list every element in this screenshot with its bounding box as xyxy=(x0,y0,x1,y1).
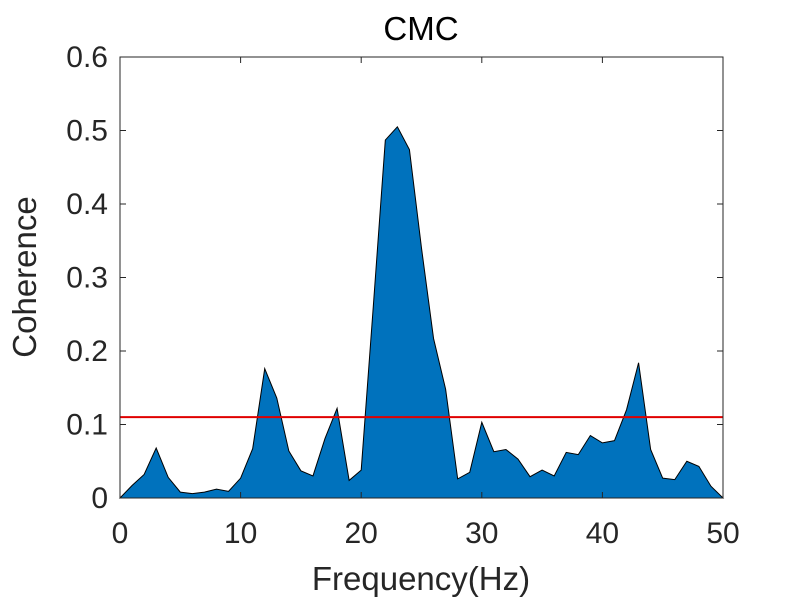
x-tick-label: 20 xyxy=(345,517,378,550)
y-tick-label: 0 xyxy=(91,482,108,515)
y-tick-label: 0.4 xyxy=(66,188,108,221)
y-tick-label: 0.3 xyxy=(66,262,108,295)
x-tick-label: 30 xyxy=(465,517,498,550)
x-tick-label: 0 xyxy=(112,517,129,550)
x-tick-label: 40 xyxy=(586,517,619,550)
x-tick-label: 50 xyxy=(706,517,739,550)
y-axis-label: Coherence xyxy=(6,196,43,357)
x-axis-label: Frequency(Hz) xyxy=(312,560,530,597)
chart-title: CMC xyxy=(383,10,458,47)
x-tick-label: 10 xyxy=(224,517,257,550)
y-tick-label: 0.6 xyxy=(66,41,108,74)
y-tick-label: 0.1 xyxy=(66,409,108,442)
y-tick-label: 0.2 xyxy=(66,335,108,368)
y-tick-label: 0.5 xyxy=(66,115,108,148)
coherence-area-series xyxy=(118,125,725,499)
